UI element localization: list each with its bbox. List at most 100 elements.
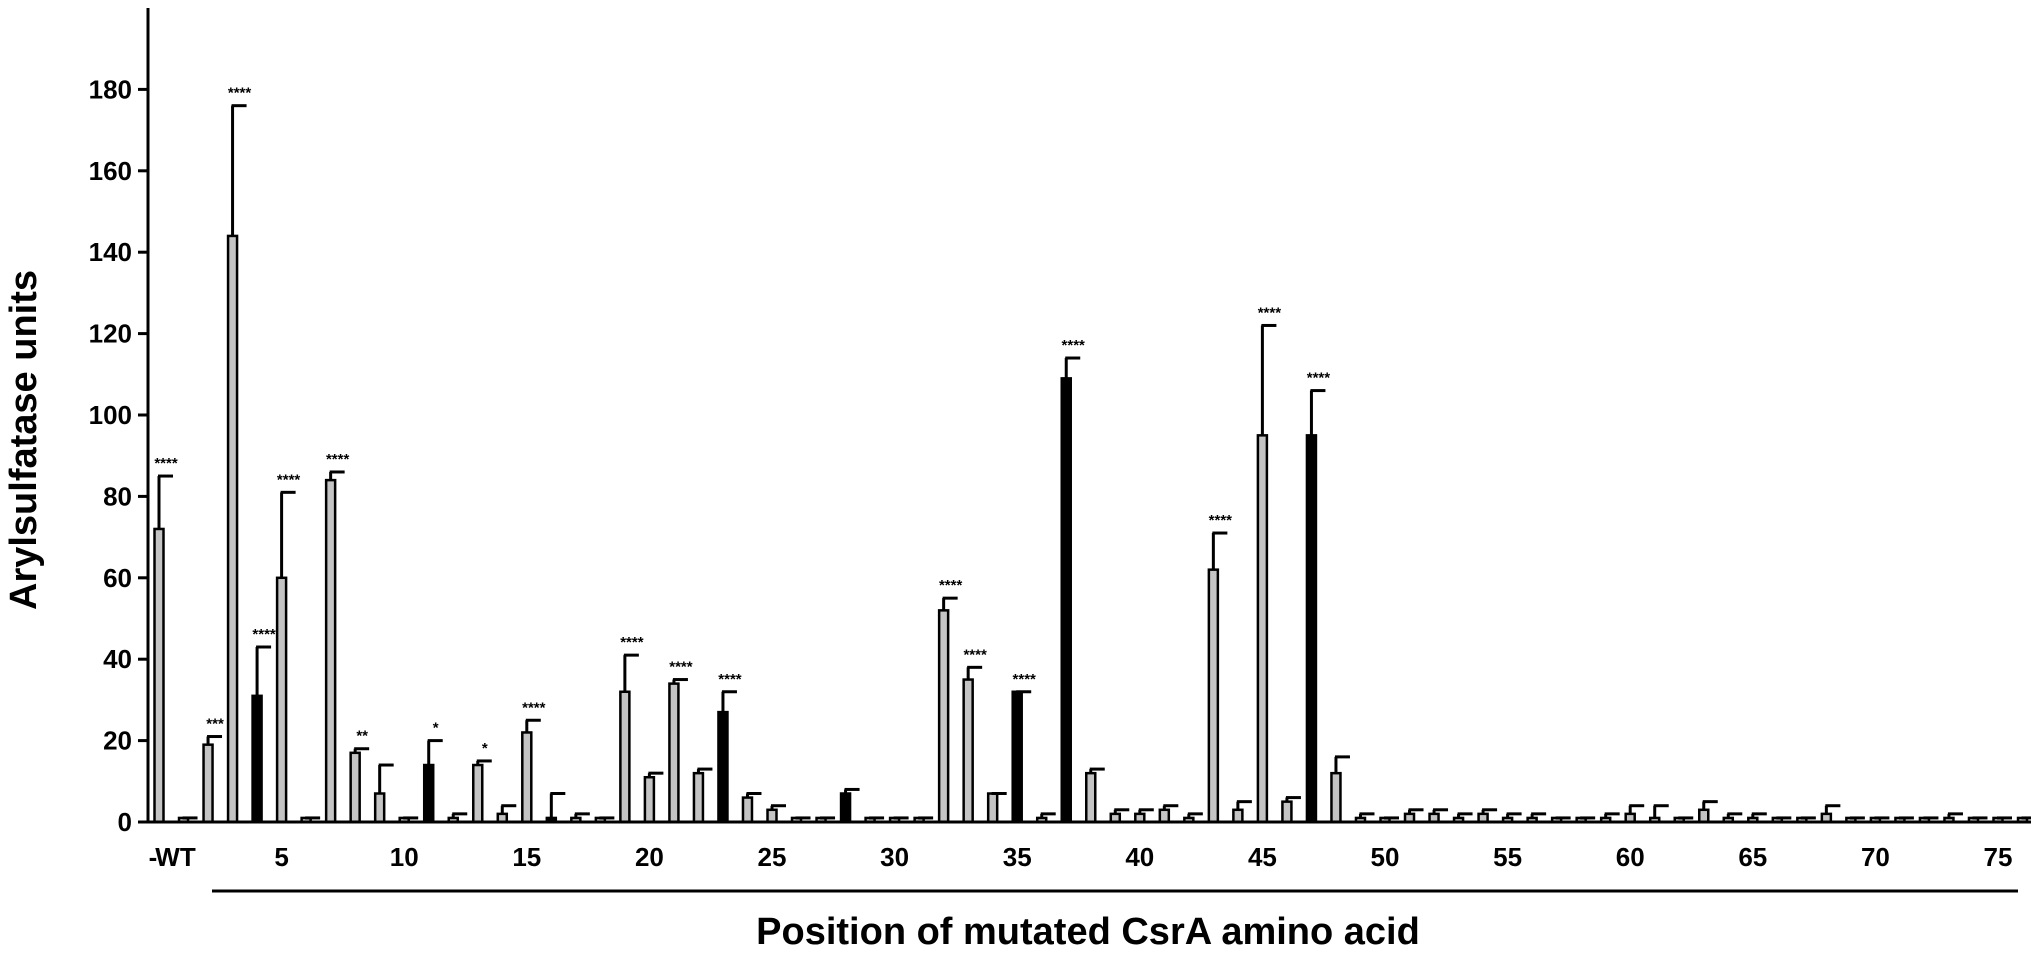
bar — [1232, 808, 1244, 824]
significance-label: **** — [718, 671, 742, 688]
x-tick-label: 65 — [1738, 842, 1767, 872]
bar — [1011, 690, 1023, 824]
bar — [1256, 434, 1269, 824]
y-tick-label: 100 — [89, 400, 132, 430]
bar — [349, 751, 361, 824]
bar — [937, 609, 950, 824]
y-tick-label: 40 — [103, 644, 132, 674]
bar-group: **** — [717, 671, 742, 824]
bar — [692, 771, 705, 824]
bar-group — [1281, 796, 1301, 824]
bar-group — [447, 812, 468, 824]
bar-group: **** — [619, 634, 644, 824]
bar — [1330, 771, 1342, 824]
significance-label: **** — [1209, 512, 1233, 529]
bar — [839, 792, 852, 824]
significance-label: **** — [669, 659, 693, 676]
x-tick-label: 15 — [512, 842, 541, 872]
significance-label: **** — [939, 577, 963, 594]
x-axis-title: Position of mutated CsrA amino acid — [756, 911, 1420, 953]
bar — [962, 678, 974, 824]
y-axis-title: Arylsulfatase units — [3, 270, 45, 610]
bar — [1305, 434, 1318, 824]
bar — [717, 710, 729, 824]
y-tick-label: 0 — [118, 807, 132, 837]
bar — [226, 234, 239, 824]
bar-group — [741, 792, 762, 824]
bar-group: **** — [275, 471, 301, 824]
significance-label: *** — [206, 716, 224, 733]
x-tick-label: 30 — [880, 842, 909, 872]
bar-group: **** — [668, 659, 693, 824]
bar — [986, 792, 999, 824]
bar-group: * — [472, 740, 492, 824]
x-tick-label: WT — [155, 842, 196, 872]
bar — [741, 796, 754, 824]
significance-label: * — [482, 740, 488, 757]
bar-group: **** — [1011, 671, 1036, 824]
bar-group — [1232, 800, 1252, 824]
significance-label: **** — [1062, 337, 1086, 354]
significance-label: **** — [154, 455, 178, 472]
bar-group: **** — [1256, 304, 1282, 824]
significance-label: **** — [228, 85, 252, 102]
significance-label: **** — [963, 646, 987, 663]
bars: ************************* ***************… — [153, 85, 2031, 824]
bar-group — [545, 792, 566, 824]
bar — [1158, 808, 1171, 824]
significance-label: * — [433, 720, 439, 737]
bar — [521, 731, 533, 824]
bar — [373, 792, 386, 824]
bar-group — [1134, 808, 1154, 824]
bar-group — [1085, 767, 1105, 824]
bar — [1281, 800, 1293, 824]
significance-label: **** — [522, 699, 546, 716]
bar-group — [496, 804, 517, 824]
bar-group — [1698, 800, 1718, 824]
bar-group — [766, 804, 786, 824]
bar — [422, 763, 435, 824]
x-axis: -WT 5 10 15 20 25 30 35 40 45 50 55 60 65 70 75 — [148, 820, 2031, 893]
bar-group — [1820, 804, 1841, 824]
x-tick-label: 50 — [1371, 842, 1400, 872]
bar-group: **** — [251, 626, 276, 824]
bar-group: * — [422, 720, 443, 824]
bar — [251, 694, 263, 824]
significance-label: **** — [277, 471, 301, 488]
significance-label: ** — [356, 728, 368, 745]
bar-group — [839, 787, 860, 824]
bar-group: **** — [1305, 370, 1330, 824]
bar-group — [643, 771, 664, 824]
bar — [1698, 808, 1710, 824]
bar-group — [1477, 808, 1498, 824]
x-tick-label: 10 — [390, 842, 419, 872]
bar — [619, 690, 631, 824]
bar — [202, 743, 214, 824]
y-tick-label: 160 — [89, 156, 132, 186]
bar-group — [1158, 804, 1179, 824]
bar-group: **** — [153, 455, 178, 824]
bar-group: *** — [202, 716, 224, 824]
bar — [324, 478, 337, 824]
bar — [1085, 771, 1097, 824]
x-tick-label: 60 — [1616, 842, 1645, 872]
bar-group: **** — [521, 699, 546, 824]
x-tick-label: 25 — [758, 842, 787, 872]
x-tick-label: 75 — [1984, 842, 2013, 872]
bar — [1207, 568, 1220, 824]
bar-group — [1624, 804, 1645, 824]
significance-label: **** — [1258, 304, 1282, 321]
x-tick-label: 5 — [274, 842, 288, 872]
bar-group — [1648, 804, 1669, 824]
bar-group: **** — [226, 85, 252, 824]
bar — [153, 527, 165, 824]
bar — [668, 682, 680, 824]
bar-group: **** — [962, 646, 987, 824]
x-tick-label: 20 — [635, 842, 664, 872]
bar-group — [1109, 808, 1130, 824]
bar-group: ** — [349, 728, 370, 824]
x-tick-label: 55 — [1493, 842, 1522, 872]
bar — [766, 808, 778, 824]
y-tick-label: 140 — [89, 237, 132, 267]
